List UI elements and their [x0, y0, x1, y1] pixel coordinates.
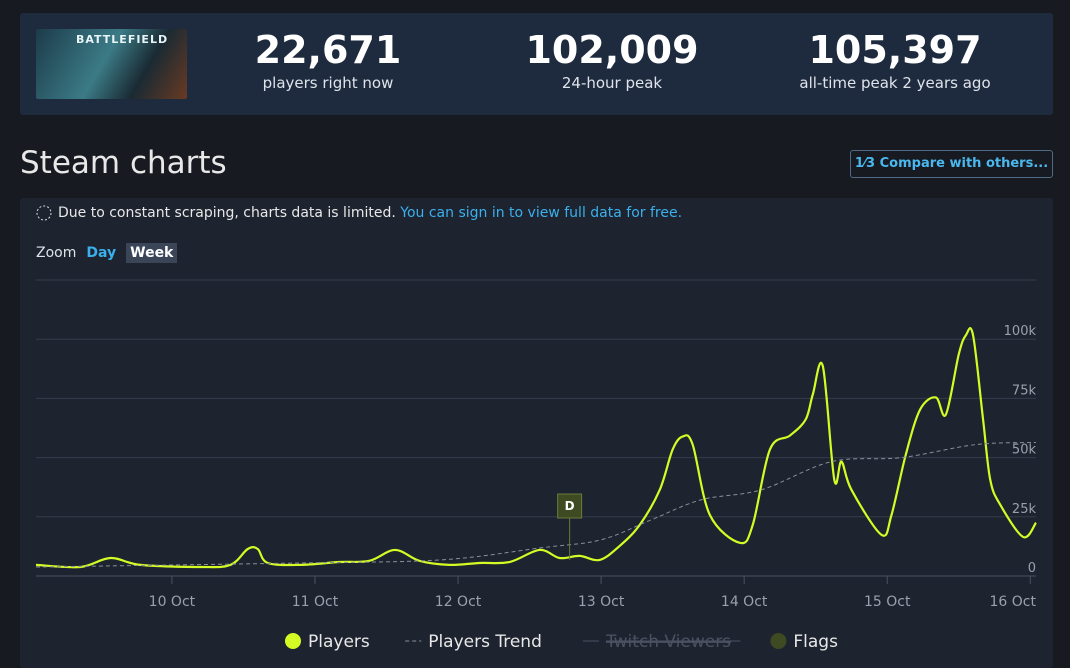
- series-line: [35, 441, 1037, 568]
- notice-icon: [36, 205, 52, 221]
- legend-marker: [285, 633, 301, 649]
- stat-value: 105,397: [808, 28, 982, 72]
- sign-in-link[interactable]: You can sign in to view full data for fr…: [400, 205, 683, 221]
- section-title: Steam charts: [20, 145, 227, 181]
- game-image[interactable]: BATTLEFIELD: [36, 29, 187, 99]
- zoom-label: Zoom: [36, 245, 77, 261]
- stats-card: BATTLEFIELD 22,671 players right now 102,…: [20, 13, 1053, 115]
- zoom-bar: Zoom Day Week: [36, 243, 178, 263]
- legend-label[interactable]: Flags: [793, 632, 838, 652]
- stat-label: players right now: [262, 74, 394, 92]
- notice-text: Due to constant scraping, charts data is…: [58, 205, 396, 221]
- y-tick-label: 0: [1028, 561, 1036, 576]
- y-tick-label: 50k: [1012, 443, 1037, 458]
- legend-marker: [770, 633, 787, 649]
- x-tick-label: 10 Oct: [149, 594, 196, 610]
- stat-label: 24-hour peak: [561, 74, 663, 92]
- x-tick-label: 12 Oct: [435, 594, 482, 610]
- stat-value: 22,671: [254, 28, 402, 72]
- zoom-option[interactable]: Week: [126, 243, 178, 263]
- stat-value: 102,009: [525, 28, 699, 72]
- series-line: [35, 327, 1037, 569]
- compare-label: Compare with others...: [879, 156, 1049, 171]
- compare-button[interactable]: 1⁄3 Compare with others...: [850, 150, 1053, 178]
- x-tick-label: 16 Oct: [990, 594, 1037, 610]
- legend: Players Players Trend Twitch Viewers Flags: [285, 632, 838, 652]
- compare-icon: 1⁄3: [854, 156, 876, 171]
- y-tick-label: 75k: [1012, 383, 1037, 398]
- x-tick-label: 15 Oct: [864, 594, 911, 610]
- stat: 105,397 all-time peak 2 years ago: [765, 27, 1025, 92]
- stat: 22,671 players right now: [198, 27, 458, 92]
- x-tick-label: 11 Oct: [292, 594, 339, 610]
- y-tick-label: 25k: [1012, 502, 1037, 517]
- image-text: BATTLEFIELD: [76, 33, 169, 46]
- y-tick-label: 100k: [1004, 324, 1037, 339]
- chart-panel: [20, 198, 1053, 668]
- stat: 102,009 24-hour peak: [482, 27, 742, 92]
- flag: [557, 493, 583, 519]
- flag-label: D: [565, 499, 575, 513]
- legend-label[interactable]: Players Trend: [428, 632, 542, 652]
- legend-label[interactable]: Twitch Viewers: [605, 632, 731, 652]
- x-tick-label: 14 Oct: [721, 594, 768, 610]
- x-tick-label: 13 Oct: [578, 594, 625, 610]
- zoom-option[interactable]: Day: [86, 245, 117, 261]
- legend-label[interactable]: Players: [308, 632, 370, 652]
- notice: Due to constant scraping, charts data is…: [58, 205, 682, 221]
- stat-label: all-time peak 2 years ago: [799, 74, 991, 92]
